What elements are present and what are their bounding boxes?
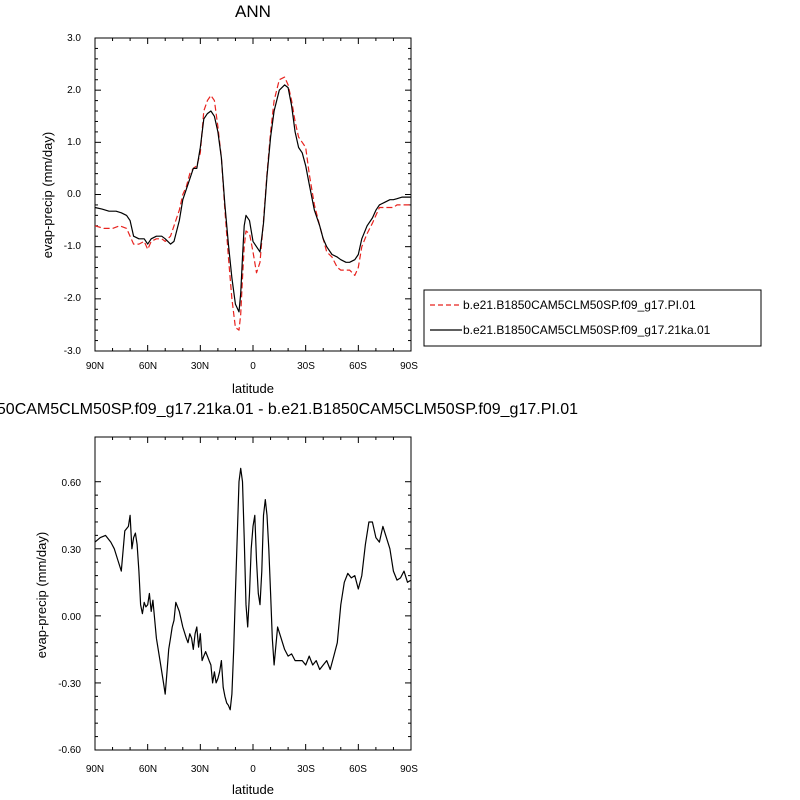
- top-plot-frame: [94, 37, 412, 352]
- top-x-tick-label: 30N: [191, 361, 209, 372]
- bottom-y-tick-label: -0.30: [58, 679, 81, 690]
- bottom-plot-frame: [94, 436, 412, 751]
- bottom-y-tick-label: 0.30: [62, 545, 82, 556]
- top-x-tick-label: 0: [250, 361, 256, 372]
- top-y-tick-label: 2.0: [67, 85, 81, 96]
- top-x-tick-label: 90S: [400, 361, 418, 372]
- top-series-lines: [94, 76, 411, 331]
- bottom-x-tick-label: 0: [250, 764, 256, 775]
- bottom-chart-title: b.e21.B1850CAM5CLM50SP.f09_g17.21ka.01 -…: [0, 401, 578, 418]
- bottom-series-line-0: [94, 467, 412, 711]
- top-y-tick-label: 3.0: [67, 33, 81, 44]
- bottom-series-lines: [94, 467, 412, 711]
- top-x-axis-label: latitude: [232, 381, 274, 396]
- top-y-axis-label: evap-precip (mm/day): [40, 132, 55, 258]
- bottom-y-tick-label: -0.60: [58, 745, 81, 756]
- bottom-axis-ticks: [94, 437, 412, 751]
- top-y-tick-label: -1.0: [64, 241, 82, 252]
- bottom-x-tick-label: 60N: [139, 764, 157, 775]
- top-series-line-1: [94, 84, 411, 313]
- top-chart-title: ANN: [235, 2, 271, 21]
- top-series-line-0: [94, 76, 411, 331]
- bottom-x-tick-label: 90N: [86, 764, 104, 775]
- top-x-tick-label: 60S: [349, 361, 367, 372]
- bottom-x-tick-label: 90S: [400, 764, 418, 775]
- bottom-y-axis-label: evap-precip (mm/day): [34, 532, 49, 658]
- bottom-x-axis-label: latitude: [232, 782, 274, 797]
- bottom-x-tick-label: 30S: [297, 764, 315, 775]
- bottom-y-tick-label: 0.60: [62, 478, 82, 489]
- top-panel: ANN 3.0 2.0 1.0 0.0 -1.0 -2.0 -3.0 90N 6…: [40, 2, 762, 396]
- bottom-panel: b.e21.B1850CAM5CLM50SP.f09_g17.21ka.01 -…: [0, 401, 578, 797]
- legend: b.e21.B1850CAM5CLM50SP.f09_g17.PI.01 b.e…: [423, 289, 762, 347]
- top-y-tick-label: -2.0: [64, 293, 82, 304]
- bottom-y-tick-label: 0.00: [62, 612, 82, 623]
- top-y-tick-label: 1.0: [67, 137, 81, 148]
- legend-label-pi: b.e21.B1850CAM5CLM50SP.f09_g17.PI.01: [463, 298, 696, 312]
- top-x-tick-label: 60N: [139, 361, 157, 372]
- bottom-x-tick-label: 30N: [191, 764, 209, 775]
- top-y-tick-label: 0.0: [67, 189, 81, 200]
- legend-box: [423, 289, 762, 347]
- legend-label-21ka: b.e21.B1850CAM5CLM50SP.f09_g17.21ka.01: [463, 323, 711, 337]
- top-x-tick-label: 30S: [297, 361, 315, 372]
- top-x-tick-label: 90N: [86, 361, 104, 372]
- bottom-x-tick-label: 60S: [349, 764, 367, 775]
- top-axis-ticks: [94, 37, 412, 352]
- top-y-tick-label: -3.0: [64, 346, 82, 357]
